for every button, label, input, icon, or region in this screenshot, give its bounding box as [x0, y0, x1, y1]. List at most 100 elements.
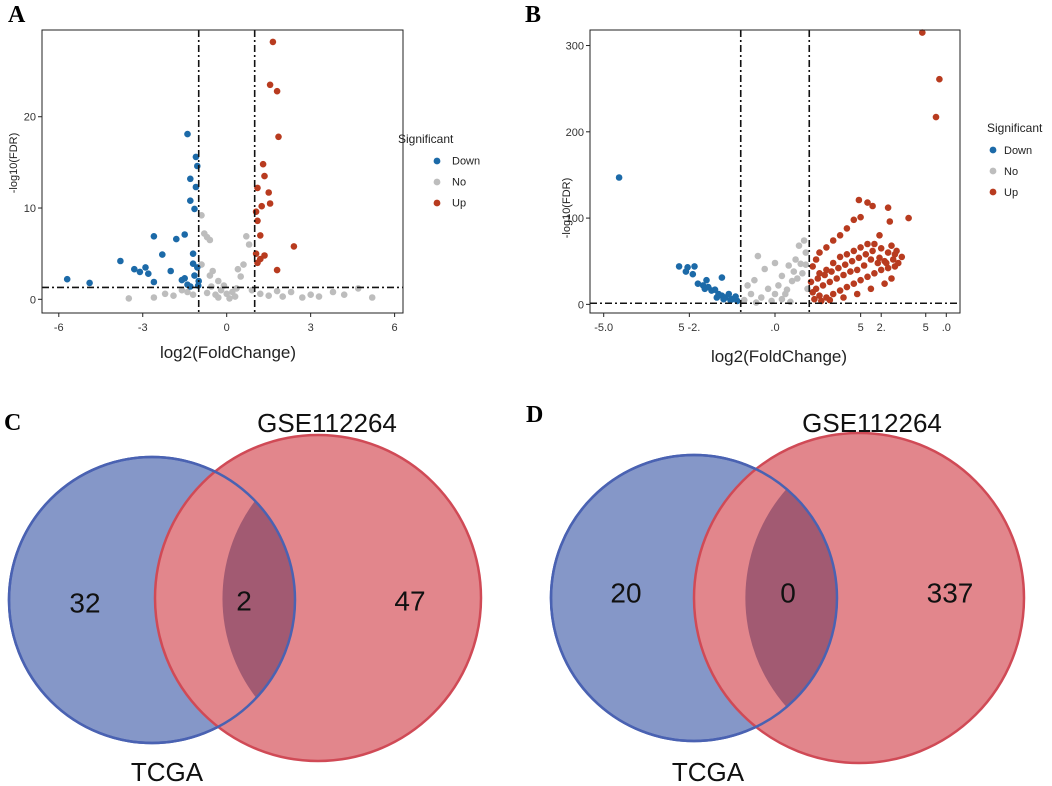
data-point-up [905, 214, 912, 222]
data-point-up [932, 113, 940, 121]
data-point-up [836, 232, 844, 239]
data-point-down [720, 295, 727, 303]
data-point-down [703, 276, 710, 284]
y-axis-label: -log10(FDR) [561, 178, 573, 239]
data-point-up [869, 202, 876, 210]
plot-frame [41, 29, 404, 314]
data-point-up [829, 290, 837, 298]
data-point-up [254, 259, 261, 267]
data-point-no [206, 236, 214, 244]
y-axis-label: -log10(FDR) [8, 133, 20, 194]
x-axis-label: log2(FoldChange) [160, 343, 296, 362]
data-point-no [189, 291, 197, 299]
panel-letter-a: A [8, 2, 26, 28]
data-point-down [189, 250, 197, 257]
data-point-up [836, 253, 844, 261]
data-point-up [862, 251, 870, 258]
data-point-up [867, 285, 875, 293]
data-point-no [771, 290, 779, 298]
data-point-no [751, 276, 758, 284]
data-point-up [826, 296, 834, 304]
data-point-up [814, 275, 822, 282]
legend-marker-up [989, 188, 997, 196]
plot-frame [589, 29, 961, 314]
data-point-up [855, 254, 863, 262]
data-point-down [191, 272, 198, 279]
data-point-up [823, 266, 830, 274]
data-point-no [243, 233, 250, 240]
data-point-up [867, 256, 875, 263]
data-point-up [857, 213, 864, 221]
data-point-up [893, 247, 900, 255]
data-point-up [853, 290, 861, 298]
data-point-up [258, 202, 266, 210]
legend-marker-down [989, 146, 997, 154]
data-point-no [234, 265, 242, 273]
data-point-up [254, 184, 261, 192]
data-point-up [874, 259, 882, 267]
data-point-down [727, 296, 734, 304]
x-tick-label: 3 [308, 322, 314, 334]
data-point-no [771, 259, 779, 267]
data-point-up [252, 208, 260, 215]
legend-b: Down No Up [989, 145, 1032, 199]
y-tick-label: 0 [30, 294, 36, 306]
data-point-up [855, 196, 863, 204]
venn-outline-tcga [7, 455, 297, 745]
data-point-no [257, 290, 264, 298]
data-point-up [898, 253, 906, 261]
data-point-up [864, 199, 871, 206]
x-axis-label: log2(FoldChange) [711, 347, 847, 366]
data-point-no [795, 242, 803, 249]
data-point-no [792, 256, 799, 263]
venn-count-left: 32 [69, 587, 100, 618]
y-tick-label: 200 [566, 127, 584, 139]
data-point-up [864, 273, 871, 281]
data-point-no [237, 273, 244, 280]
data-point-no [783, 286, 791, 294]
data-point-no [758, 294, 765, 301]
data-point-no [184, 288, 191, 296]
data-point-up [857, 244, 864, 251]
data-point-up [821, 271, 828, 279]
data-point-no [150, 294, 158, 301]
data-point-up [850, 216, 858, 224]
data-point-up [847, 268, 854, 275]
data-point-no [764, 285, 772, 293]
data-point-no [802, 261, 810, 269]
data-point-no [233, 285, 240, 292]
data-point-no [754, 252, 762, 260]
data-point-down [150, 278, 158, 286]
data-point-down [615, 174, 623, 181]
legend-label-up: Up [1004, 187, 1018, 199]
data-point-up [860, 262, 868, 269]
data-point-up [816, 270, 823, 277]
data-point-up [888, 242, 895, 249]
panel-letter-d: D [526, 402, 543, 428]
venn-circle-gse112264 [153, 433, 483, 763]
data-point-down [194, 162, 201, 170]
data-point-down [117, 257, 124, 265]
data-point-no [265, 292, 273, 300]
data-point-up [936, 75, 943, 83]
data-point-up [857, 276, 864, 284]
data-point-up [876, 254, 883, 262]
x-tick-label: 6 [392, 322, 398, 334]
data-point-down [145, 270, 152, 278]
data-point-up [819, 282, 827, 289]
x-tick-label: 5 -2. [678, 322, 700, 334]
y-tick-label: 300 [566, 41, 584, 53]
data-point-up [254, 217, 261, 225]
data-point-down [694, 280, 702, 288]
x-tick-label: -5.0 [594, 322, 613, 334]
data-point-no [744, 282, 751, 289]
data-point-up [889, 256, 897, 263]
data-point-no [778, 272, 786, 280]
volcano-plot-b: B Significant Down No Up -5.0 5 -2. .0 5 2. 5… [525, 2, 1043, 366]
data-point-up [809, 263, 816, 270]
data-point-no [315, 293, 323, 300]
data-point-down [191, 205, 198, 213]
data-point-no [215, 294, 222, 301]
data-point-down [187, 175, 194, 183]
data-point-no [203, 289, 211, 297]
